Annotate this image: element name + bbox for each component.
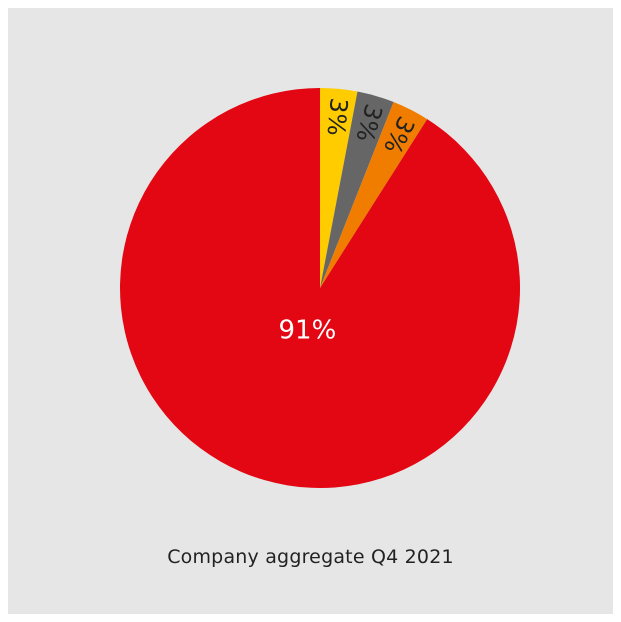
slice-data-label: 91%	[279, 316, 337, 346]
pie-slice	[320, 91, 394, 288]
pie-slice	[320, 88, 358, 288]
chart-caption: Company aggregate Q4 2021	[167, 546, 454, 568]
pie-slice	[320, 102, 428, 288]
pie-slices	[120, 88, 521, 488]
chart-card: 3% 3% 3% 91% Company aggregate Q4 2021	[8, 8, 613, 614]
slice-data-label: 3%	[321, 97, 352, 138]
pie-chart: 3%3%3%91%	[120, 88, 521, 488]
pie-slice	[120, 88, 521, 488]
